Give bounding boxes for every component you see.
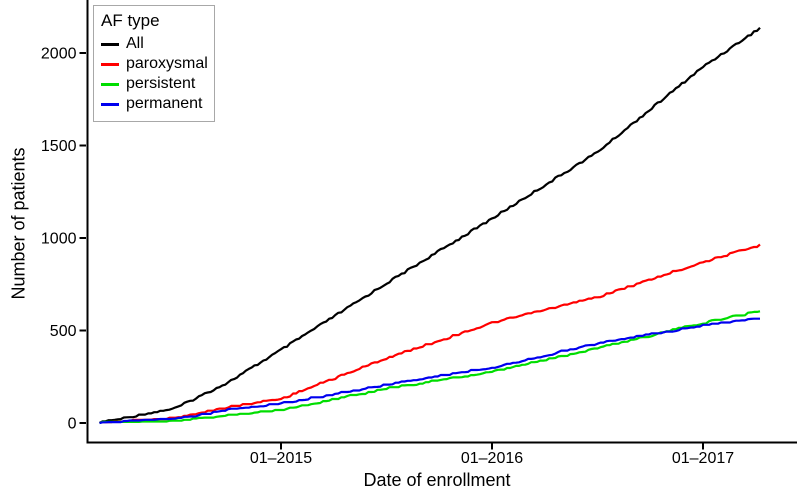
legend-entry-paroxysmal: paroxysmal [101,54,208,74]
legend-label: paroxysmal [126,55,208,72]
legend-label: persistent [126,75,196,92]
x-axis-title: Date of enrollment [363,470,511,490]
y-tick-label: 0 [68,416,77,433]
legend-entries: All paroxysmal persistent permanent [101,34,208,114]
legend-key-line-paroxysmal [101,62,119,66]
legend-entry-persistent: persistent [101,74,208,94]
y-axis-title: Number of patients [8,147,29,300]
series-line-all [98,26,761,424]
series-line-persistent [99,310,761,425]
legend: AF type All paroxysmal persistent permanent [93,5,215,122]
legend-key-line-persistent [101,82,119,86]
x-tick-label: 01–2015 [250,450,312,467]
legend-key-line-all [101,42,119,46]
legend-label: All [126,35,144,52]
legend-entry-all: All [101,34,208,54]
y-tick-label: 1000 [41,231,77,248]
series-line-permanent [99,317,760,425]
x-tick-label: 01–2017 [672,450,734,467]
x-tick-label: 01–2016 [461,450,523,467]
legend-label: permanent [126,95,203,112]
legend-key-line-permanent [101,102,119,106]
series-line-paroxysmal [99,243,761,425]
y-tick-label: 1500 [41,138,77,155]
y-tick-label: 500 [50,323,77,340]
y-tick-label: 2000 [41,46,77,63]
legend-title: AF type [101,11,160,30]
legend-entry-permanent: permanent [101,94,208,114]
